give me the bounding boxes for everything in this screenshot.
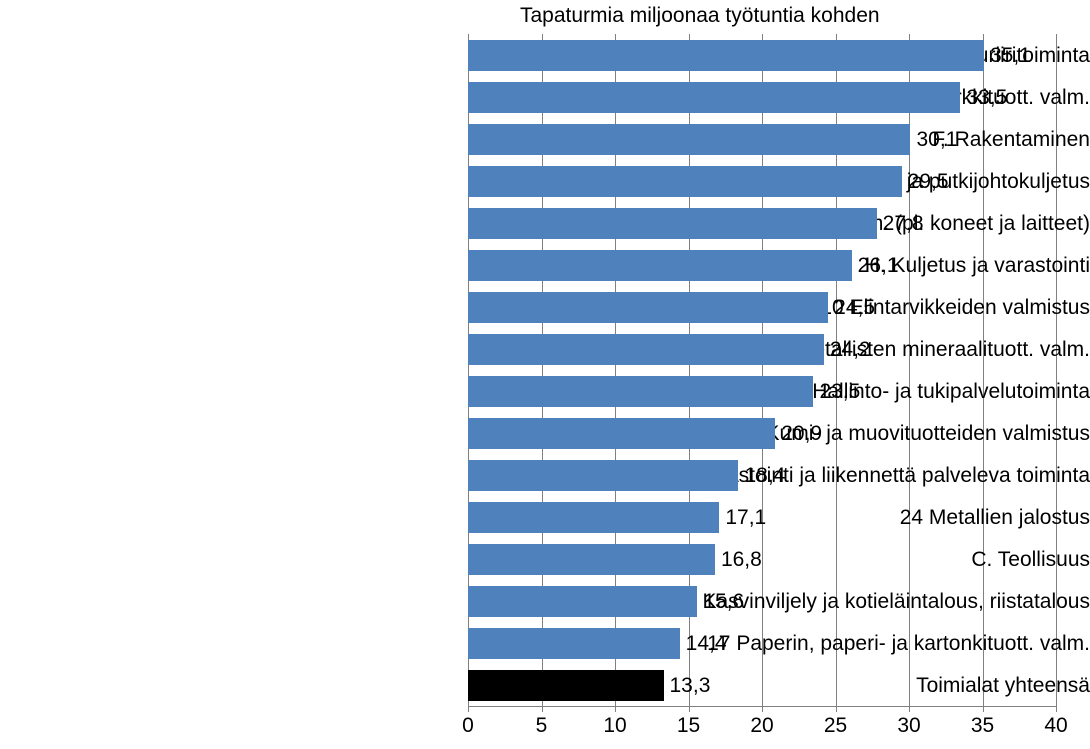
- value-label: 14,4: [686, 633, 727, 654]
- bar: [468, 334, 824, 365]
- value-label: 17,1: [725, 507, 766, 528]
- bar: [468, 670, 664, 701]
- bar: [468, 250, 852, 281]
- x-tick: [1056, 706, 1057, 712]
- value-label: 13,3: [670, 675, 711, 696]
- bar: [468, 166, 902, 197]
- value-label: 18,4: [744, 465, 785, 486]
- value-label: 29,5: [908, 171, 949, 192]
- value-label: 33,5: [966, 87, 1007, 108]
- x-tick-label: 15: [677, 714, 700, 738]
- value-label: 20,9: [781, 423, 822, 444]
- x-tick-label: 5: [536, 714, 548, 738]
- bar: [468, 124, 910, 155]
- x-tick-label: 10: [603, 714, 626, 738]
- value-label: 16,8: [721, 549, 762, 570]
- bar: [468, 40, 984, 71]
- bar: [468, 502, 719, 533]
- value-label: 23,5: [819, 381, 860, 402]
- accident-rate-bar-chart: Tapaturmia miljoonaa työtuntia kohden 0 5…: [0, 0, 1090, 749]
- bar: [468, 628, 680, 659]
- value-label: 27,8: [883, 213, 924, 234]
- x-tick-label: 40: [1044, 714, 1067, 738]
- bar: [468, 208, 877, 239]
- value-label: 15,6: [703, 591, 744, 612]
- value-label: 26,1: [858, 255, 899, 276]
- bar: [468, 82, 960, 113]
- bar: [468, 544, 715, 575]
- value-label: 24,2: [830, 339, 871, 360]
- chart-title: Tapaturmia miljoonaa työtuntia kohden: [520, 4, 880, 28]
- x-axis-line: [468, 706, 1056, 707]
- x-tick-label: 0: [462, 714, 474, 738]
- x-tick-label: 20: [750, 714, 773, 738]
- bar: [468, 586, 697, 617]
- value-label: 35,1: [990, 45, 1031, 66]
- bar: [468, 292, 828, 323]
- x-tick-label: 35: [971, 714, 994, 738]
- x-tick-label: 30: [897, 714, 920, 738]
- value-label: 30,1: [916, 129, 957, 150]
- bar: [468, 460, 738, 491]
- value-label: 24,5: [834, 297, 875, 318]
- bar: [468, 376, 813, 407]
- x-tick-label: 25: [824, 714, 847, 738]
- bar: [468, 418, 775, 449]
